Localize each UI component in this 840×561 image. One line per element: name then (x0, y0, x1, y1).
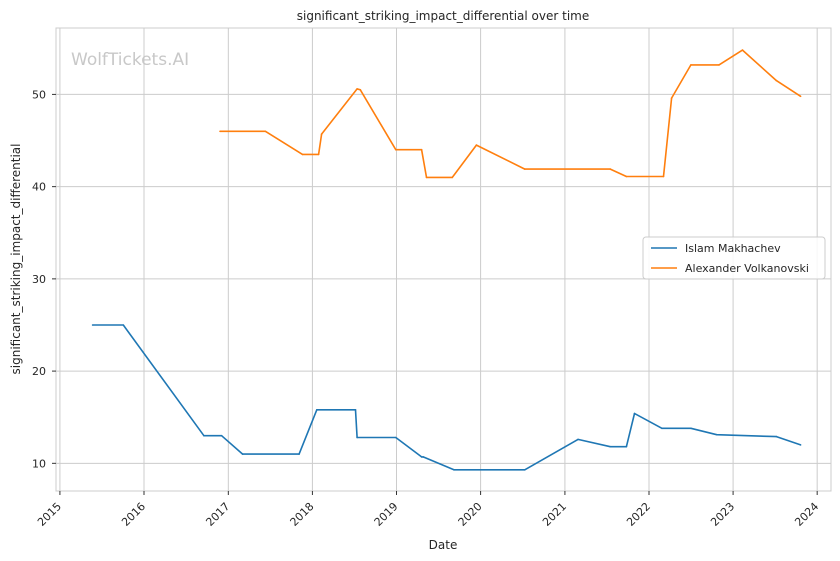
series-line-alexander-volkanovski (220, 49, 802, 179)
data-point-islam-makhachev (775, 435, 778, 438)
x-axis-ticks: 2015 2016 2017 2018 2019 2020 2021 2022 2023 2024 (35, 491, 821, 529)
data-point-islam-makhachev (799, 444, 802, 446)
y-axis-label: significant_striking_impact_differential (9, 144, 23, 375)
data-point-islam-makhachev (420, 456, 423, 458)
data-point-alexander-volkanovski (451, 176, 454, 179)
x-tick-label: 2017 (203, 500, 232, 529)
x-tick-label: 2020 (456, 500, 485, 529)
series-layer (91, 49, 802, 471)
y-tick-label: 50 (32, 88, 46, 101)
y-axis-ticks: 10 20 30 40 50 (32, 88, 56, 470)
data-point-islam-makhachev (122, 324, 125, 326)
x-tick-label: 2022 (624, 500, 653, 529)
data-point-alexander-volkanovski (395, 148, 397, 151)
data-point-islam-makhachev (354, 409, 357, 411)
data-point-islam-makhachev (625, 445, 628, 448)
data-point-alexander-volkanovski (799, 95, 802, 98)
data-point-alexander-volkanovski (219, 130, 221, 133)
data-point-islam-makhachev (453, 469, 455, 471)
data-point-alexander-volkanovski (609, 168, 612, 170)
data-point-islam-makhachev (422, 456, 425, 458)
legend: Islam Makhachev Alexander Volkanovski (642, 236, 826, 280)
y-tick-label: 10 (32, 457, 46, 470)
data-point-islam-makhachev (661, 427, 663, 430)
data-point-islam-makhachev (690, 427, 692, 430)
data-point-alexander-volkanovski (690, 64, 692, 66)
y-tick-label: 40 (32, 181, 46, 194)
data-point-alexander-volkanovski (718, 64, 720, 66)
data-point-islam-makhachev (91, 324, 94, 326)
data-point-islam-makhachev (715, 433, 718, 436)
y-tick-label: 30 (32, 273, 46, 286)
legend-box (642, 236, 826, 280)
legend-label-alexander-volkanovski: Alexander Volkanovski (685, 262, 809, 275)
data-point-islam-makhachev (298, 453, 300, 455)
data-point-alexander-volkanovski (301, 153, 304, 156)
data-point-islam-makhachev (316, 409, 318, 411)
data-point-alexander-volkanovski (320, 133, 323, 135)
data-point-islam-makhachev (395, 436, 397, 439)
data-point-islam-makhachev (356, 436, 358, 439)
data-point-islam-makhachev (203, 434, 205, 437)
x-tick-label: 2019 (372, 500, 401, 529)
data-point-alexander-volkanovski (670, 97, 673, 99)
data-point-alexander-volkanovski (264, 130, 267, 133)
data-point-alexander-volkanovski (359, 89, 362, 91)
data-point-alexander-volkanovski (625, 175, 628, 178)
data-point-islam-makhachev (577, 438, 579, 441)
chart-title: significant_striking_impact_differential… (297, 9, 589, 23)
legend-label-islam-makhachev: Islam Makhachev (685, 242, 781, 255)
data-point-alexander-volkanovski (425, 176, 428, 179)
data-point-alexander-volkanovski (775, 79, 778, 82)
data-point-alexander-volkanovski (356, 88, 358, 90)
data-point-islam-makhachev (524, 469, 526, 471)
y-tick-label: 20 (32, 365, 46, 378)
x-tick-label: 2015 (35, 500, 64, 529)
data-point-islam-makhachev (241, 453, 244, 455)
x-tick-label: 2023 (708, 500, 737, 529)
x-tick-label: 2024 (792, 500, 821, 529)
data-point-islam-makhachev (220, 434, 223, 437)
x-tick-label: 2016 (119, 500, 148, 529)
data-point-alexander-volkanovski (420, 148, 423, 151)
watermark-text: WolfTickets.AI (71, 50, 189, 70)
x-tick-label: 2018 (288, 500, 317, 529)
data-point-islam-makhachev (633, 412, 636, 415)
data-point-alexander-volkanovski (524, 168, 526, 170)
data-point-alexander-volkanovski (317, 153, 320, 156)
data-point-alexander-volkanovski (475, 144, 478, 146)
x-axis-label: Date (429, 538, 458, 552)
data-point-alexander-volkanovski (662, 175, 665, 178)
data-point-islam-makhachev (609, 445, 612, 448)
data-point-alexander-volkanovski (741, 49, 744, 51)
x-tick-label: 2021 (540, 500, 569, 529)
